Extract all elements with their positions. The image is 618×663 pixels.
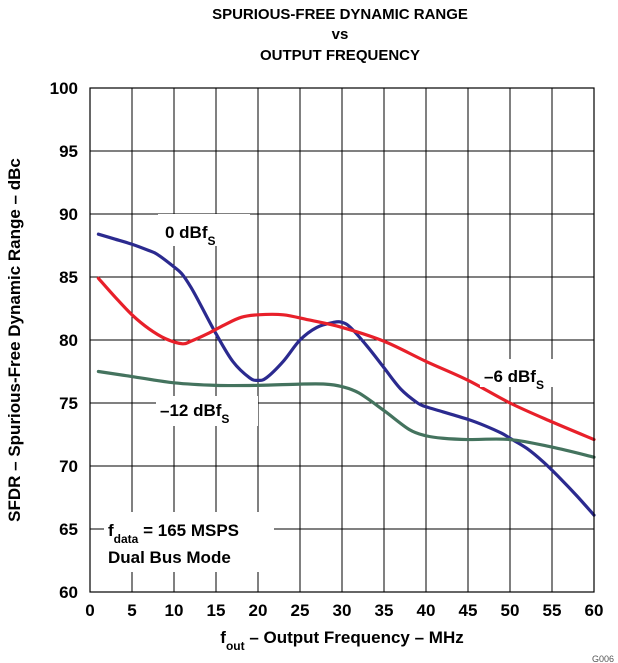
series-label-minus6dbfs: –6 dBfS bbox=[484, 367, 544, 392]
x-tick-label: 30 bbox=[333, 601, 352, 620]
x-tick-label: 0 bbox=[85, 601, 94, 620]
note-bg bbox=[104, 512, 274, 572]
x-tick-label: 15 bbox=[207, 601, 226, 620]
x-tick-label: 35 bbox=[375, 601, 394, 620]
figure-id: G006 bbox=[592, 654, 614, 663]
series-layer bbox=[96, 232, 596, 517]
y-tick-label: 85 bbox=[59, 268, 78, 287]
series-line-0dbfs bbox=[96, 232, 596, 517]
x-tick-labels: 0 5 10 15 20 25 30 35 40 45 50 55 60 bbox=[85, 601, 603, 620]
plot-frame bbox=[89, 87, 595, 593]
series-label-0dbfs: 0 dBfS bbox=[165, 223, 216, 248]
x-tick-label: 10 bbox=[165, 601, 184, 620]
label-bg-minus12dbfs bbox=[156, 396, 258, 426]
x-tick-label: 55 bbox=[543, 601, 562, 620]
y-tick-label: 70 bbox=[59, 457, 78, 476]
x-tick-label: 25 bbox=[291, 601, 310, 620]
note-mode: Dual Bus Mode bbox=[108, 548, 231, 567]
y-tick-label: 95 bbox=[59, 142, 78, 161]
chart-title-line-3: OUTPUT FREQUENCY bbox=[260, 47, 420, 64]
y-tick-label: 60 bbox=[59, 583, 78, 602]
y-tick-label: 90 bbox=[59, 205, 78, 224]
x-tick-label: 40 bbox=[417, 601, 436, 620]
y-tick-label: 65 bbox=[59, 520, 78, 539]
x-axis-label: fout – Output Frequency – MHz bbox=[220, 628, 463, 653]
series-line-minus12dbfs bbox=[96, 369, 596, 459]
label-bg-minus6dbfs bbox=[480, 359, 564, 387]
x-tick-label: 5 bbox=[127, 601, 136, 620]
y-tick-label: 100 bbox=[50, 79, 78, 98]
x-tick-label: 50 bbox=[501, 601, 520, 620]
x-tick-label: 60 bbox=[585, 601, 604, 620]
y-axis-label: SFDR – Spurious-Free Dynamic Range – dBc bbox=[5, 158, 24, 522]
label-bg-0dbfs bbox=[158, 214, 250, 246]
series-line-minus6dbfs bbox=[96, 276, 596, 442]
y-tick-label: 75 bbox=[59, 394, 78, 413]
chart-title-line-2: vs bbox=[332, 26, 349, 43]
series-label-minus12dbfs: –12 dBfS bbox=[160, 401, 229, 426]
note-fdata: fdata = 165 MSPS bbox=[108, 521, 239, 546]
x-tick-label: 20 bbox=[249, 601, 268, 620]
y-tick-label: 80 bbox=[59, 331, 78, 350]
x-tick-label: 45 bbox=[459, 601, 478, 620]
chart-title-line-1: SPURIOUS-FREE DYNAMIC RANGE bbox=[212, 6, 468, 23]
y-tick-labels: 60 65 70 75 80 85 90 95 100 bbox=[50, 79, 78, 602]
